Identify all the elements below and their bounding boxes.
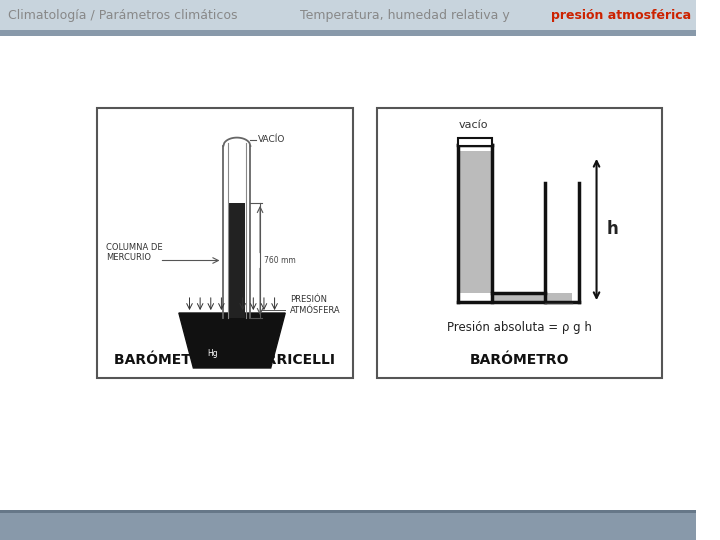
Text: 760 mm: 760 mm — [264, 256, 296, 265]
Text: Temperatura, humedad relativa y: Temperatura, humedad relativa y — [300, 9, 513, 22]
Bar — [96, 108, 353, 378]
Bar — [377, 108, 662, 378]
Bar — [545, 293, 572, 303]
Text: Climatología / Parámetros climáticos: Climatología / Parámetros climáticos — [8, 9, 237, 22]
Bar — [0, 510, 696, 540]
Text: Presión absoluta = ρ g h: Presión absoluta = ρ g h — [447, 321, 592, 334]
Text: h: h — [606, 220, 618, 239]
Text: vacío: vacío — [459, 120, 487, 130]
Text: VACÍO: VACÍO — [258, 136, 286, 145]
Text: BARÓMETRO DE TORRICELLI: BARÓMETRO DE TORRICELLI — [114, 353, 336, 367]
Text: presión atmosférica: presión atmosférica — [551, 9, 691, 22]
Bar — [459, 138, 492, 146]
Bar — [229, 203, 245, 318]
Bar — [459, 151, 491, 293]
Text: COLUMNA DE
MERCURIO: COLUMNA DE MERCURIO — [107, 243, 163, 262]
Text: BARÓMETRO: BARÓMETRO — [470, 353, 570, 367]
Polygon shape — [179, 313, 285, 368]
Bar — [0, 510, 696, 513]
Text: PRESIÓN
ATMÓSFERA: PRESIÓN ATMÓSFERA — [290, 295, 341, 315]
Bar — [492, 293, 545, 302]
Bar — [0, 0, 696, 30]
Text: Hg: Hg — [207, 348, 218, 357]
Bar — [0, 30, 696, 36]
